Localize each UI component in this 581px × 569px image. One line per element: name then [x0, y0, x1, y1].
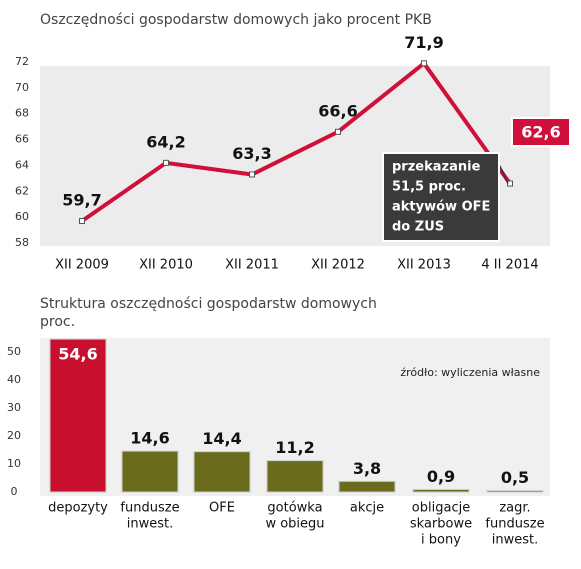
y-tick-label: 30 [7, 401, 21, 414]
y-tick-label: 50 [7, 345, 21, 358]
bar [338, 480, 396, 493]
value-label: 14,6 [130, 429, 169, 448]
y-tick-label: 10 [7, 457, 21, 470]
x-tick-label: inwest. [127, 517, 173, 532]
x-tick-label: fundusze [120, 501, 179, 516]
value-label: 62,6 [521, 123, 560, 142]
value-label: 14,4 [202, 429, 241, 448]
y-tick-label: 0 [11, 485, 18, 498]
x-tick-label: w obiegu [265, 517, 324, 532]
value-label: 63,3 [232, 144, 271, 163]
annotation: 51,5 proc. [392, 180, 466, 195]
chart-title: Oszczędności gospodarstw domowych jako p… [40, 12, 432, 28]
value-label: 59,7 [62, 191, 101, 210]
y-tick-label: 64 [15, 158, 29, 171]
line [80, 61, 512, 223]
annotation: aktywów OFE [392, 200, 490, 215]
x-tick-label: XII 2010 [139, 258, 193, 273]
y-tick-label: 70 [15, 81, 29, 94]
value-label: 3,8 [353, 459, 381, 478]
x-tick-label: depozyty [48, 501, 108, 516]
chart-title: Struktura oszczędności gospodarstw domow… [40, 296, 377, 312]
bar [266, 460, 324, 493]
x-tick-label: i bony [421, 533, 461, 548]
value-label: 11,2 [275, 438, 314, 457]
value-label: 64,2 [146, 132, 185, 151]
value-label: 71,9 [404, 33, 443, 52]
y-tick-label: 20 [7, 429, 21, 442]
y-tick-label: 60 [15, 210, 29, 223]
bar [412, 488, 470, 493]
x-tick-label: XII 2011 [225, 258, 279, 273]
value-label-box [511, 117, 571, 147]
x-tick-label: XII 2013 [397, 258, 451, 273]
annotation-box [382, 152, 500, 242]
x-tick-label: obligacje [412, 501, 470, 516]
value-label: 54,6 [58, 345, 97, 364]
bar [121, 450, 179, 493]
chart-subtitle: proc. [40, 314, 75, 330]
x-tick-label: OFE [209, 501, 235, 516]
source: źródło: wyliczenia własne [400, 366, 540, 379]
y-tick-label: 66 [15, 133, 29, 146]
y-tick-label: 40 [7, 373, 21, 386]
x-tick-label: gotówka [267, 501, 322, 516]
point [335, 128, 341, 135]
bar [49, 338, 107, 493]
bar [193, 451, 251, 493]
y-tick-label: 62 [15, 184, 29, 197]
annotation: do ZUS [392, 220, 444, 235]
x-tick-label: fundusze [485, 517, 544, 532]
point [163, 159, 169, 166]
value-label: 66,6 [318, 101, 357, 120]
y-tick-label: 68 [15, 107, 29, 120]
x-tick-label: 4 II 2014 [481, 258, 538, 273]
value-label: 0,5 [501, 468, 529, 487]
x-tick-label: skarbowe [410, 517, 472, 532]
value-label: 0,9 [427, 467, 455, 486]
x-tick-label: XII 2012 [311, 258, 365, 273]
x-tick-label: XII 2009 [55, 258, 109, 273]
point [421, 60, 427, 67]
point [79, 218, 85, 225]
y-tick-label: 72 [15, 55, 29, 68]
bar [486, 490, 544, 493]
x-tick-label: zagr. [499, 501, 530, 516]
annotation: przekazanie [392, 160, 481, 175]
point [507, 180, 513, 187]
point [249, 171, 255, 178]
x-tick-label: akcje [350, 501, 384, 516]
x-tick-label: inwest. [492, 533, 538, 548]
y-tick-label: 58 [15, 236, 29, 249]
